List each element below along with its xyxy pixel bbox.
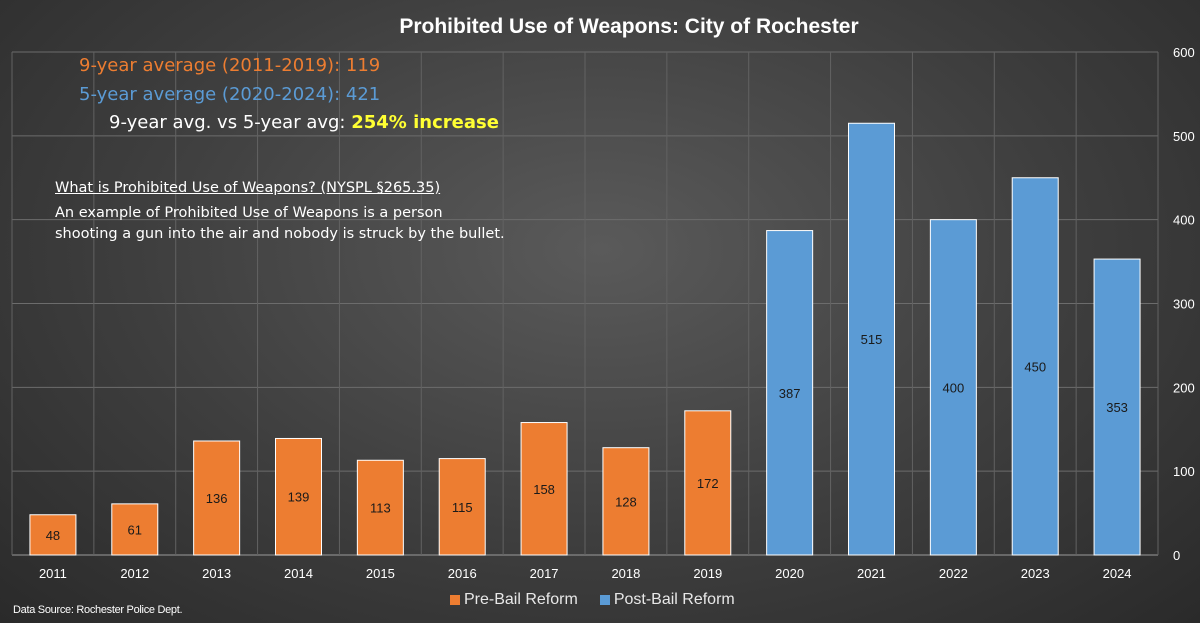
bar-2022	[929, 219, 977, 556]
y-tick-label: 300	[1173, 297, 1195, 312]
bar-value-label-2020: 387	[779, 386, 801, 401]
legend-swatch-post	[599, 595, 610, 605]
bar-value-label-2015: 113	[370, 501, 391, 516]
x-tick-label-2016: 2016	[448, 566, 477, 581]
bar-value-label-2024: 353	[1106, 400, 1128, 415]
bar-value-label-2021: 515	[861, 332, 883, 347]
x-tick-label-2015: 2015	[366, 566, 395, 581]
x-tick-label-2019: 2019	[693, 566, 722, 581]
bar-2016	[438, 458, 486, 556]
x-tick-label-2017: 2017	[530, 566, 559, 581]
x-tick-label-2020: 2020	[775, 566, 804, 581]
legend-label-pre: Pre-Bail Reform	[464, 591, 578, 608]
avg-5-year-label: 5-year average (2020-2024):	[79, 84, 341, 105]
y-tick-label: 0	[1173, 548, 1180, 563]
x-tick-label-2024: 2024	[1103, 566, 1132, 581]
data-source: Data Source: Rochester Police Dept.	[13, 604, 183, 616]
bar-value-label-2019: 172	[697, 476, 719, 491]
avg-9-year-label: 9-year average (2011-2019):	[79, 55, 341, 76]
x-tick-label-2023: 2023	[1021, 566, 1050, 581]
bar-value-label-2014: 139	[288, 490, 310, 505]
x-tick-label-2021: 2021	[857, 566, 886, 581]
bar-2021	[848, 122, 895, 556]
bar-2012	[111, 503, 159, 556]
x-axis-ticks: 2011 2012 2013 2014 2015 2016 2017 2018 2019 2020…	[39, 566, 1132, 581]
bar-2014	[275, 437, 322, 556]
x-tick-label-2014: 2014	[284, 566, 313, 581]
bar-value-label-2013: 136	[206, 491, 228, 506]
bar-value-label-2016: 115	[452, 500, 473, 515]
avg-comparison: 9-year avg. vs 5-year avg: 254% increase	[109, 112, 499, 133]
legend-item-pre: Pre-Bail Reform	[450, 591, 578, 609]
bar-2023	[1011, 177, 1059, 556]
avg-5-year: 5-year average (2020-2024): 421	[79, 84, 380, 105]
x-tick-label-2012: 2012	[120, 566, 149, 581]
bar-2017	[520, 422, 568, 556]
avg-comparison-label: 9-year avg. vs 5-year avg:	[109, 112, 346, 133]
avg-9-year-value: 119	[345, 55, 381, 76]
x-tick-label-2011: 2011	[39, 566, 67, 581]
legend: Pre-Bail Reform Post-Bail Reform	[450, 591, 757, 609]
x-tick-label-2013: 2013	[202, 566, 231, 581]
bar-2019	[684, 410, 732, 556]
y-tick-label: 400	[1173, 213, 1195, 228]
bar-2015	[356, 459, 404, 556]
bar-value-label-2011: 48	[46, 528, 60, 543]
definition-title: What is Prohibited Use of Weapons? (NYSP…	[55, 180, 441, 196]
definition-line-1: An example of Prohibited Use of Weapons …	[55, 205, 443, 221]
bars: 48 61 136 139 113 115 158 128 172 387 515 400 450 353	[29, 122, 1141, 556]
bar-2011	[29, 514, 77, 556]
legend-label-post: Post-Bail Reform	[613, 591, 735, 608]
y-tick-label: 100	[1173, 464, 1195, 479]
bar-2020	[766, 230, 814, 556]
avg-comparison-value: 254% increase	[351, 112, 499, 133]
x-tick-label-2018: 2018	[611, 566, 640, 581]
x-tick-label-2022: 2022	[939, 566, 968, 581]
definition-line-2: shooting a gun into the air and nobody i…	[55, 226, 505, 242]
y-tick-label: 500	[1173, 129, 1195, 144]
chart-title: Prohibited Use of Weapons: City of Roche…	[399, 15, 858, 38]
bar-value-label-2023: 450	[1024, 359, 1046, 374]
legend-item-post: Post-Bail Reform	[599, 591, 735, 609]
y-tick-label: 600	[1173, 45, 1195, 60]
avg-5-year-value: 421	[345, 84, 381, 105]
bar-2024	[1093, 258, 1141, 556]
bar-2013	[193, 440, 241, 556]
y-tick-label: 200	[1173, 380, 1195, 395]
bar-value-label-2017: 158	[533, 482, 555, 497]
bar-value-label-2012: 61	[128, 522, 142, 537]
y-axis-ticks: 0 100 200 300 400 500 600	[1173, 45, 1195, 563]
legend-swatch-pre	[450, 595, 460, 605]
bar-value-label-2018: 128	[615, 494, 637, 509]
bar-value-label-2022: 400	[943, 380, 965, 395]
bar-2018	[602, 447, 650, 556]
avg-9-year: 9-year average (2011-2019): 119	[79, 55, 380, 76]
